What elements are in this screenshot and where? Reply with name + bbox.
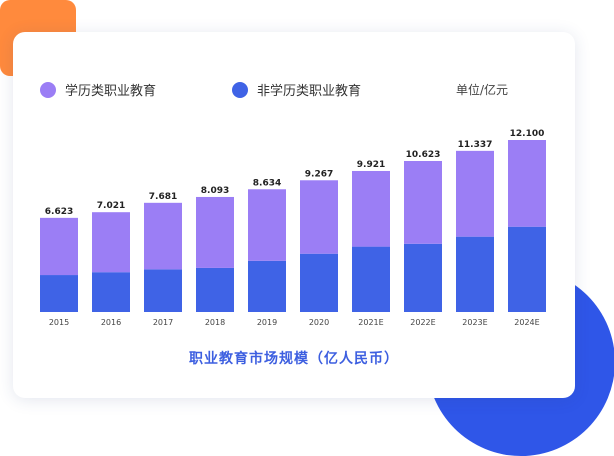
x-tick-label-2022E: 2022E — [410, 318, 435, 327]
bar-non-academic-2018 — [196, 267, 234, 312]
x-tick-label-2016: 2016 — [101, 318, 121, 327]
bar-academic-2017 — [144, 202, 182, 270]
bar-academic-2020 — [300, 180, 338, 254]
x-tick-label-2024E: 2024E — [514, 318, 539, 327]
bar-academic-2018 — [196, 196, 234, 268]
bar-academic-2022E — [404, 160, 442, 244]
bar-academic-2016 — [92, 212, 130, 273]
bar-total-label-2016: 7.021 — [97, 201, 125, 211]
bar-non-academic-2017 — [144, 269, 182, 312]
bar-total-label-2022E: 10.623 — [406, 150, 441, 160]
bar-total-label-2018: 8.093 — [201, 186, 229, 196]
bar-academic-2019 — [248, 189, 286, 261]
bar-non-academic-2019 — [248, 260, 286, 312]
bar-non-academic-2016 — [92, 272, 130, 312]
x-tick-label-2021E: 2021E — [358, 318, 383, 327]
bar-academic-2023E — [456, 150, 494, 237]
legend-label-non-academic: 非学历类职业教育 — [257, 84, 362, 99]
x-tick-label-2017: 2017 — [153, 318, 173, 327]
legend-item-non-academic: 非学历类职业教育 — [232, 80, 361, 99]
legend-label-academic: 学历类职业教育 — [65, 84, 157, 99]
bar-non-academic-2023E — [456, 236, 494, 312]
bar-academic-2024E — [508, 140, 546, 227]
legend-dot-academic — [40, 81, 56, 98]
unit-label: 单位/亿元 — [456, 83, 509, 97]
bar-chart: 6.623 2015 7.021 2016 7.681 2017 8.093 2018 8.63… — [40, 129, 546, 327]
bar-total-label-2024E: 12.100 — [510, 129, 545, 139]
chart-card: 学历类职业教育 非学历类职业教育 单位/亿元 6.623 2015 7.021 201… — [13, 32, 575, 398]
bar-non-academic-2022E — [404, 243, 442, 312]
legend-item-academic: 学历类职业教育 — [40, 80, 156, 99]
bar-non-academic-2015 — [40, 275, 78, 312]
bar-total-label-2021E: 9.921 — [357, 160, 385, 170]
bar-total-label-2019: 8.634 — [253, 178, 281, 188]
chart-title: 职业教育市场规模（亿人民币） — [189, 351, 399, 367]
bar-total-label-2017: 7.681 — [149, 192, 177, 202]
bar-non-academic-2021E — [352, 246, 390, 312]
bar-academic-2021E — [352, 170, 390, 247]
x-tick-label-2019: 2019 — [257, 318, 277, 327]
bar-non-academic-2020 — [300, 253, 338, 312]
bar-total-label-2020: 9.267 — [305, 169, 333, 179]
bar-academic-2015 — [40, 217, 78, 276]
x-tick-label-2018: 2018 — [205, 318, 225, 327]
x-tick-label-2023E: 2023E — [462, 318, 487, 327]
bar-total-label-2015: 6.623 — [45, 207, 73, 217]
x-tick-label-2015: 2015 — [49, 318, 69, 327]
x-tick-label-2020: 2020 — [309, 318, 329, 327]
legend-dot-non-academic — [232, 81, 248, 98]
bar-non-academic-2024E — [508, 226, 546, 312]
bar-total-label-2023E: 11.337 — [458, 140, 493, 150]
